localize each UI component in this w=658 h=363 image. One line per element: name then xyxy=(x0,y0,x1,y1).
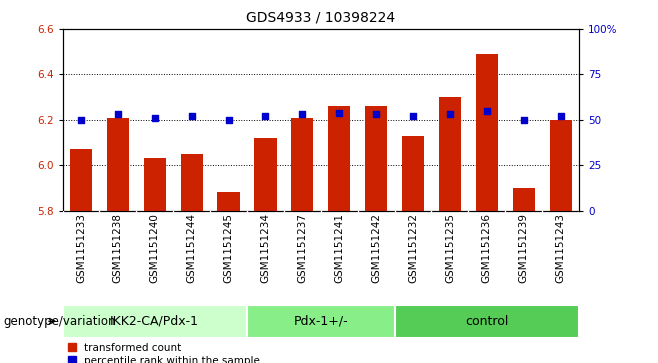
Point xyxy=(555,113,566,119)
Point xyxy=(482,108,492,114)
Bar xyxy=(217,192,240,211)
Text: Pdx-1+/-: Pdx-1+/- xyxy=(293,315,348,328)
Bar xyxy=(476,54,498,211)
Text: GSM1151240: GSM1151240 xyxy=(150,213,160,283)
Bar xyxy=(255,138,276,211)
Text: GSM1151242: GSM1151242 xyxy=(371,213,381,284)
Bar xyxy=(70,149,92,211)
Point xyxy=(186,113,197,119)
Legend: transformed count, percentile rank within the sample: transformed count, percentile rank withi… xyxy=(68,343,261,363)
Bar xyxy=(143,158,166,211)
Bar xyxy=(180,154,203,211)
Text: GDS4933 / 10398224: GDS4933 / 10398224 xyxy=(246,11,395,25)
Point xyxy=(408,113,418,119)
Text: control: control xyxy=(465,315,509,328)
Text: GSM1151237: GSM1151237 xyxy=(297,213,307,284)
Bar xyxy=(291,118,313,211)
Bar xyxy=(549,120,572,211)
Text: GSM1151233: GSM1151233 xyxy=(76,213,86,284)
Text: GSM1151244: GSM1151244 xyxy=(187,213,197,284)
Text: IKK2-CA/Pdx-1: IKK2-CA/Pdx-1 xyxy=(111,315,199,328)
Point xyxy=(223,117,234,123)
Bar xyxy=(513,188,535,211)
Point xyxy=(445,111,455,117)
Text: GSM1151234: GSM1151234 xyxy=(261,213,270,284)
Bar xyxy=(107,118,129,211)
Bar xyxy=(439,97,461,211)
Point xyxy=(334,110,345,115)
Text: GSM1151241: GSM1151241 xyxy=(334,213,344,284)
Text: GSM1151232: GSM1151232 xyxy=(408,213,418,284)
Text: GSM1151243: GSM1151243 xyxy=(555,213,566,284)
Text: GSM1151238: GSM1151238 xyxy=(113,213,123,284)
Text: GSM1151235: GSM1151235 xyxy=(445,213,455,284)
Text: GSM1151236: GSM1151236 xyxy=(482,213,492,284)
Bar xyxy=(328,106,350,211)
Point xyxy=(371,111,382,117)
Bar xyxy=(402,136,424,211)
Point xyxy=(260,113,270,119)
Point xyxy=(113,111,123,117)
Text: genotype/variation: genotype/variation xyxy=(3,315,116,328)
Bar xyxy=(247,305,395,338)
Text: GSM1151239: GSM1151239 xyxy=(519,213,528,284)
Point xyxy=(297,111,307,117)
Point xyxy=(76,117,86,123)
Point xyxy=(149,115,160,121)
Bar xyxy=(395,305,579,338)
Bar xyxy=(63,305,247,338)
Bar xyxy=(365,106,387,211)
Text: GSM1151245: GSM1151245 xyxy=(224,213,234,284)
Point xyxy=(519,117,529,123)
